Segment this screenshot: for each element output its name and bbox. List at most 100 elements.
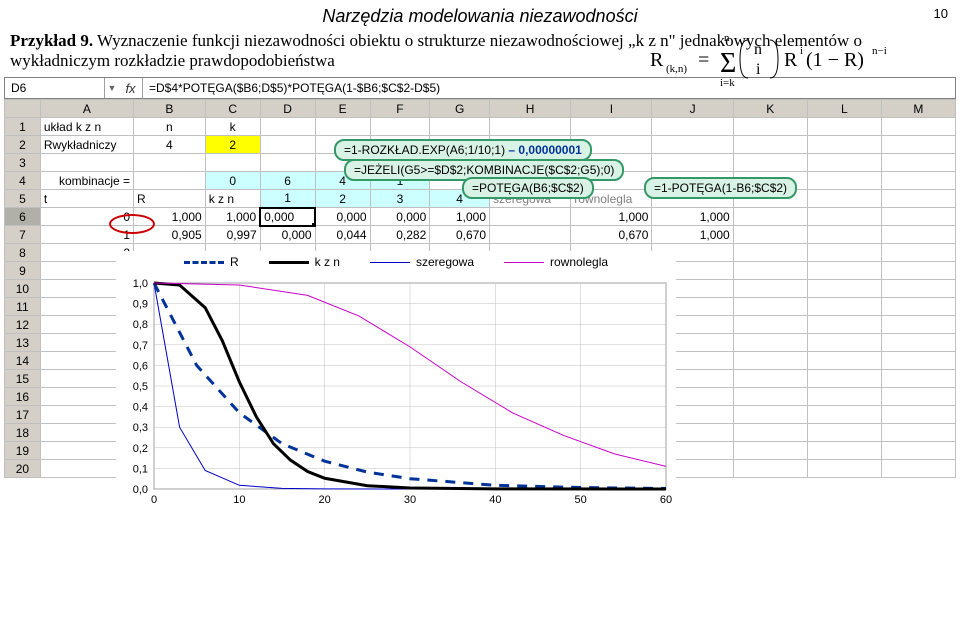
cell[interactable] xyxy=(315,388,370,406)
cell[interactable]: 2 xyxy=(205,136,260,154)
col-header[interactable]: K xyxy=(733,100,807,118)
cell[interactable] xyxy=(134,244,206,262)
col-header[interactable]: I xyxy=(571,100,652,118)
cell[interactable] xyxy=(733,388,807,406)
cell[interactable] xyxy=(807,262,881,280)
cell[interactable]: 0,000 xyxy=(260,226,315,244)
col-header[interactable]: F xyxy=(370,100,430,118)
cell[interactable]: 6 xyxy=(260,172,315,190)
cell[interactable] xyxy=(652,388,733,406)
cell[interactable] xyxy=(571,406,652,424)
cell[interactable] xyxy=(315,352,370,370)
cell[interactable] xyxy=(733,460,807,478)
cell[interactable] xyxy=(571,298,652,316)
col-header[interactable]: H xyxy=(490,100,571,118)
cell[interactable] xyxy=(430,424,490,442)
cell[interactable] xyxy=(40,406,133,424)
cell[interactable] xyxy=(260,154,315,172)
row-header[interactable]: 8 xyxy=(5,244,41,262)
cell[interactable] xyxy=(315,298,370,316)
cell[interactable] xyxy=(430,298,490,316)
cell[interactable] xyxy=(370,244,430,262)
cell[interactable] xyxy=(260,136,315,154)
col-header[interactable]: D xyxy=(260,100,315,118)
cell[interactable] xyxy=(260,298,315,316)
cell[interactable] xyxy=(652,316,733,334)
cell[interactable] xyxy=(881,136,955,154)
cell[interactable] xyxy=(260,406,315,424)
cell[interactable] xyxy=(490,442,571,460)
cell[interactable] xyxy=(652,370,733,388)
cell[interactable] xyxy=(430,316,490,334)
cell[interactable] xyxy=(733,334,807,352)
cell[interactable] xyxy=(430,280,490,298)
cell[interactable]: 0,997 xyxy=(205,226,260,244)
cell[interactable] xyxy=(733,262,807,280)
cell[interactable] xyxy=(205,262,260,280)
cell[interactable] xyxy=(40,460,133,478)
col-header[interactable]: J xyxy=(652,100,733,118)
cell[interactable]: 1,000 xyxy=(652,208,733,226)
cell[interactable] xyxy=(881,262,955,280)
cell[interactable] xyxy=(571,352,652,370)
cell[interactable] xyxy=(490,280,571,298)
cell[interactable] xyxy=(430,460,490,478)
cell[interactable] xyxy=(40,370,133,388)
cell[interactable] xyxy=(370,298,430,316)
cell[interactable] xyxy=(652,262,733,280)
cell[interactable] xyxy=(370,280,430,298)
cell[interactable] xyxy=(260,334,315,352)
cell[interactable] xyxy=(370,262,430,280)
cell[interactable]: 0,282 xyxy=(370,226,430,244)
cell[interactable] xyxy=(490,316,571,334)
cell[interactable]: n xyxy=(134,118,206,136)
cell[interactable] xyxy=(315,460,370,478)
cell[interactable] xyxy=(134,280,206,298)
cell[interactable] xyxy=(881,298,955,316)
cell[interactable] xyxy=(652,280,733,298)
cell[interactable] xyxy=(733,280,807,298)
cell[interactable] xyxy=(134,262,206,280)
col-header[interactable]: M xyxy=(881,100,955,118)
cell[interactable] xyxy=(571,118,652,136)
cell[interactable] xyxy=(733,208,807,226)
row-header[interactable]: 12 xyxy=(5,316,41,334)
cell[interactable] xyxy=(652,424,733,442)
cell[interactable] xyxy=(807,370,881,388)
col-header[interactable]: L xyxy=(807,100,881,118)
cell[interactable] xyxy=(260,370,315,388)
cell[interactable] xyxy=(260,442,315,460)
cell[interactable]: Rwykładniczy xyxy=(40,136,133,154)
cell[interactable] xyxy=(490,460,571,478)
cell[interactable]: 1 xyxy=(260,190,315,208)
row-header[interactable]: 18 xyxy=(5,424,41,442)
cell[interactable] xyxy=(134,316,206,334)
cell[interactable] xyxy=(733,298,807,316)
cell[interactable] xyxy=(205,424,260,442)
cell[interactable]: 0,000 xyxy=(315,208,370,226)
cell[interactable] xyxy=(490,352,571,370)
cell[interactable] xyxy=(205,406,260,424)
row-header[interactable]: 20 xyxy=(5,460,41,478)
col-header[interactable]: B xyxy=(134,100,206,118)
cell[interactable] xyxy=(807,118,881,136)
cell[interactable] xyxy=(430,334,490,352)
cell[interactable] xyxy=(490,298,571,316)
cell[interactable] xyxy=(490,370,571,388)
cell[interactable] xyxy=(490,424,571,442)
cell[interactable] xyxy=(260,244,315,262)
cell[interactable] xyxy=(40,352,133,370)
cell[interactable] xyxy=(40,262,133,280)
cell[interactable] xyxy=(40,298,133,316)
row-header[interactable]: 6 xyxy=(5,208,41,226)
cell[interactable] xyxy=(733,406,807,424)
cell[interactable] xyxy=(260,118,315,136)
cell[interactable] xyxy=(205,298,260,316)
cell[interactable] xyxy=(807,424,881,442)
cell[interactable] xyxy=(652,244,733,262)
cell[interactable] xyxy=(571,262,652,280)
cell[interactable] xyxy=(40,154,133,172)
row-header[interactable]: 14 xyxy=(5,352,41,370)
cell[interactable] xyxy=(571,370,652,388)
col-header[interactable]: G xyxy=(430,100,490,118)
